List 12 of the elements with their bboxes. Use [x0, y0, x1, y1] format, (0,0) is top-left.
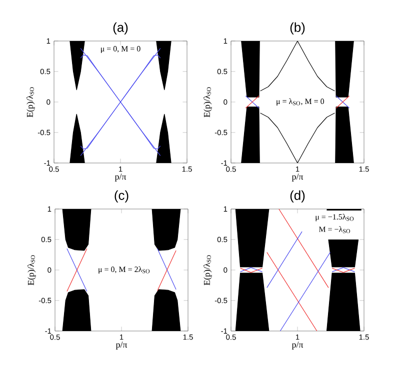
x-axis-title: p/π: [116, 342, 128, 350]
y-axis-title: E(p)/λ$_{SO}$: [204, 87, 212, 118]
chart-title: (c): [114, 190, 128, 203]
chart-title: (d): [290, 190, 305, 203]
y-axis-title: E(p)/λ$_{SO}$: [28, 255, 36, 286]
y-axis-title: E(p)/λ$_{SO}$: [26, 87, 35, 118]
chart-title: (a): [113, 22, 128, 35]
x-axis-title: p/π: [292, 342, 304, 350]
x-axis-title: p/π: [292, 174, 304, 182]
chart-title: (b): [290, 22, 305, 35]
x-axis-title: p/π: [114, 174, 126, 182]
y-axis-title: E(p)/λ$_{SO}$: [204, 255, 212, 286]
